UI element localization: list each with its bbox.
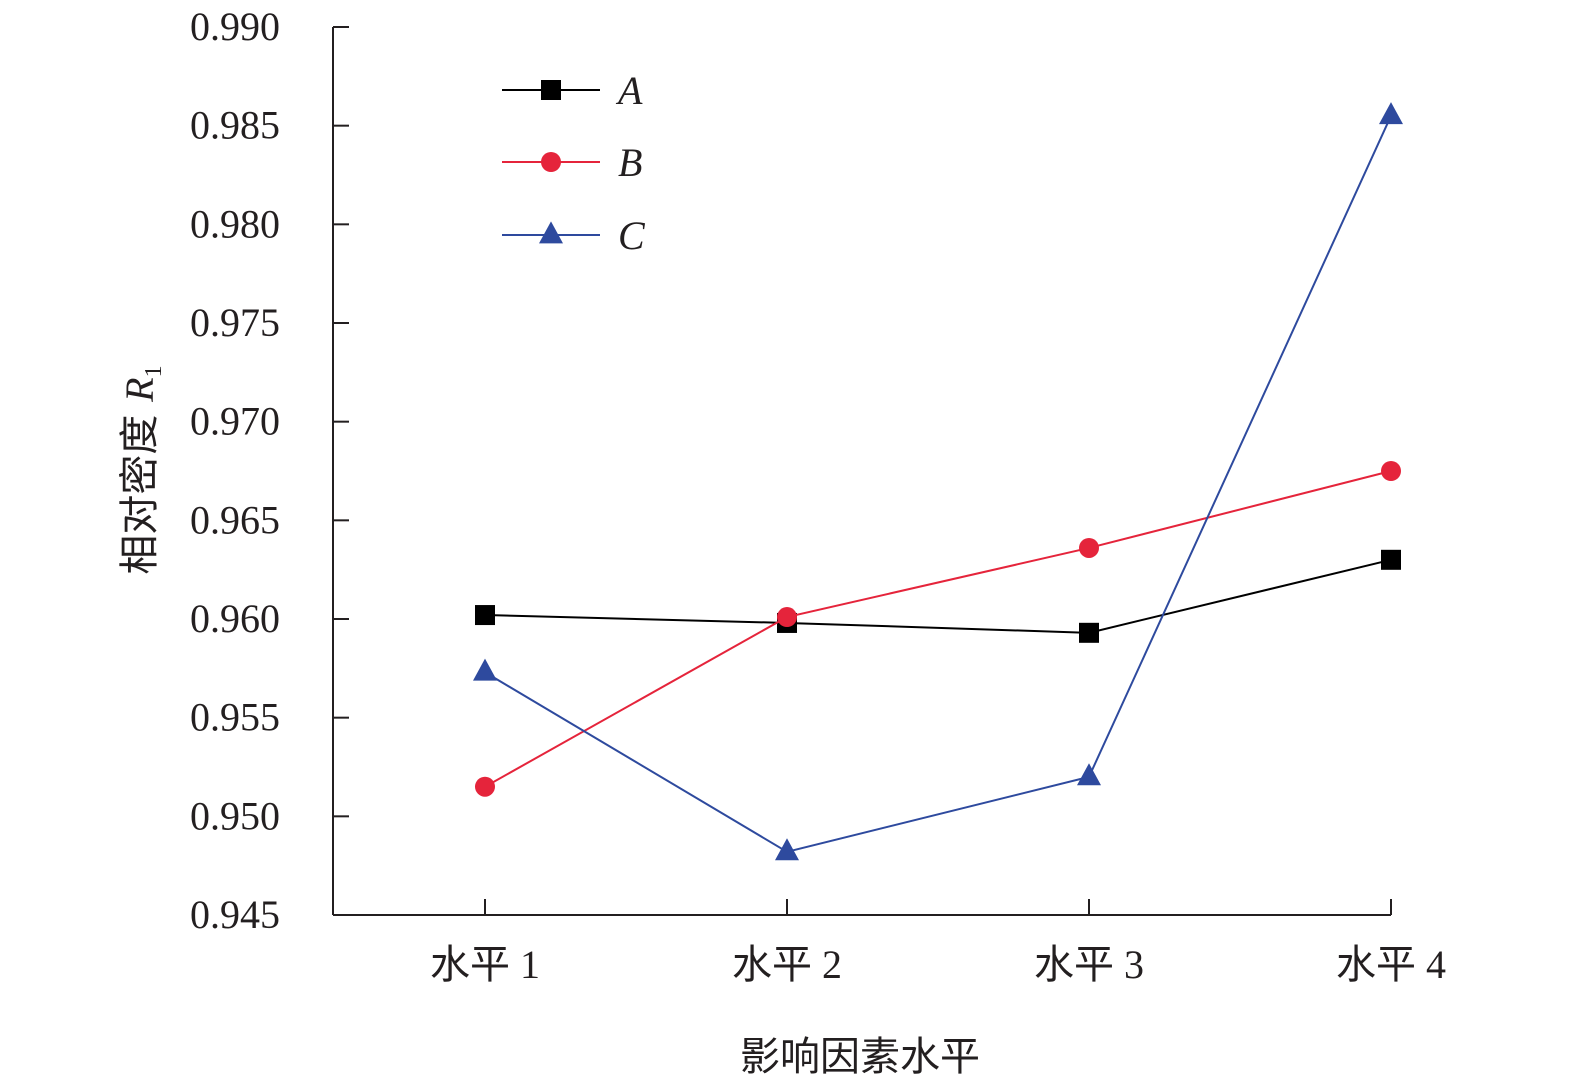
y-tick-label: 0.990 xyxy=(190,4,280,49)
legend-item-A: A xyxy=(502,68,643,113)
data-point-B xyxy=(1381,461,1401,481)
y-tick-label: 0.950 xyxy=(190,793,280,838)
legend-item-C: C xyxy=(502,213,646,258)
data-point-A xyxy=(1381,549,1401,570)
y-axis-title-main: 相对密度 xyxy=(117,402,163,575)
axes xyxy=(332,27,1391,916)
y-tick-label: 0.970 xyxy=(190,399,280,444)
data-point-C xyxy=(775,838,799,861)
series-line-A xyxy=(484,558,1392,634)
x-tick-label: 水平 2 xyxy=(732,942,842,987)
x-tick-label: 水平 3 xyxy=(1034,942,1144,987)
x-axis-title: 影响因素水平 xyxy=(740,1034,980,1080)
data-point-C xyxy=(1077,763,1101,786)
x-tick-label: 水平 1 xyxy=(430,942,540,987)
series-group xyxy=(473,102,1403,861)
series-B xyxy=(475,461,1401,797)
y-tick-label: 0.945 xyxy=(190,892,280,937)
series-C xyxy=(473,102,1403,861)
legend: ABC xyxy=(502,68,646,258)
legend-marker xyxy=(541,80,561,100)
data-point-A xyxy=(475,605,495,626)
y-tick-label: 0.965 xyxy=(190,497,280,542)
x-axis-ticks: 水平 1 水平 2 水平 3 水平 4 xyxy=(430,899,1446,987)
series-A xyxy=(475,549,1401,643)
legend-label: C xyxy=(618,213,646,258)
data-point-C xyxy=(1379,102,1403,125)
data-point-B xyxy=(777,607,797,628)
legend-item-B: B xyxy=(502,140,642,185)
data-point-C xyxy=(473,658,497,681)
legend-label: A xyxy=(615,68,643,113)
y-tick-label: 0.955 xyxy=(190,695,280,740)
y-axis-title-var: R xyxy=(117,377,162,402)
y-tick-label: 0.980 xyxy=(190,201,280,246)
series-line-B xyxy=(484,470,1392,788)
x-tick-label: 水平 4 xyxy=(1336,942,1446,987)
y-axis-ticks: 0.945 0.950 0.955 0.960 0.965 0.970 0.975 0.980… xyxy=(190,4,349,937)
legend-marker xyxy=(539,221,563,244)
legend-marker xyxy=(541,152,561,172)
y-tick-label: 0.985 xyxy=(190,103,280,148)
data-point-B xyxy=(1079,537,1099,558)
y-axis-title: 相对密度 R1 xyxy=(117,365,167,574)
y-tick-label: 0.960 xyxy=(190,596,280,641)
data-point-A xyxy=(1079,622,1099,643)
y-axis-title-sub: 1 xyxy=(141,365,167,377)
series-line-C xyxy=(484,115,1392,853)
legend-label: B xyxy=(618,140,642,185)
data-point-B xyxy=(475,776,495,797)
y-tick-label: 0.975 xyxy=(190,300,280,345)
